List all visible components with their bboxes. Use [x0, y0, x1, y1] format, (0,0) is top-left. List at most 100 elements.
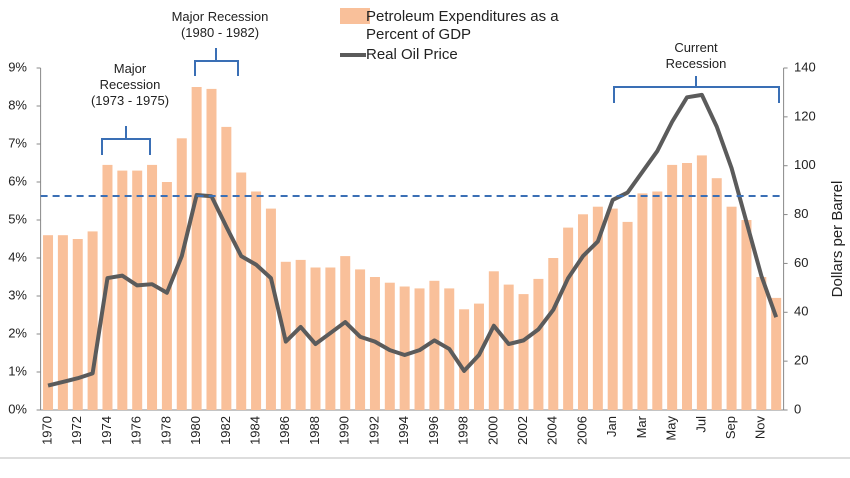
- bar: [667, 164, 678, 410]
- bar: [132, 170, 143, 410]
- x-tick-label: 1998: [456, 416, 471, 445]
- y-tick-label: 5%: [8, 211, 27, 226]
- x-tick-label: 1976: [129, 416, 144, 445]
- bracket: [194, 48, 239, 76]
- x-tick-label: 2004: [545, 416, 560, 445]
- bar: [696, 155, 707, 410]
- y2-tick-label: 60: [794, 255, 808, 270]
- bar: [711, 178, 722, 410]
- bar: [295, 259, 306, 410]
- bar: [72, 239, 83, 410]
- y-tick-label: 7%: [8, 135, 27, 150]
- y-tick-label: 6%: [8, 173, 27, 188]
- y-tick-label: 4%: [8, 249, 27, 264]
- bracket: [101, 126, 151, 155]
- x-tick-label: Sep: [723, 416, 738, 439]
- y2-tick-label: 120: [794, 108, 816, 123]
- x-tick-label: 1990: [337, 416, 352, 445]
- bar: [221, 126, 232, 411]
- brackets: [101, 48, 780, 155]
- y-tick-label: 8%: [8, 97, 27, 112]
- legend-label: Petroleum Expenditures as a Percent of G…: [366, 8, 559, 43]
- bar: [236, 172, 247, 410]
- x-tick-label: 1970: [39, 416, 54, 445]
- bar: [563, 227, 574, 410]
- legend-label: Real Oil Price: [366, 46, 458, 63]
- annotation: Major Recession (1980 - 1982): [171, 9, 269, 40]
- bar: [726, 206, 737, 410]
- bar: [310, 267, 321, 410]
- y-tick-label: 9%: [8, 59, 27, 74]
- bar: [384, 282, 395, 410]
- bar: [399, 286, 410, 410]
- bar: [577, 214, 588, 410]
- x-tick-label: 1986: [277, 416, 292, 445]
- bar: [57, 235, 68, 410]
- y-tick-label: 0%: [8, 401, 27, 416]
- bar: [459, 309, 470, 410]
- bar: [533, 278, 544, 410]
- bar: [161, 182, 172, 410]
- y2-tick-label: 100: [794, 157, 816, 172]
- bar: [771, 297, 782, 410]
- legend-swatch: [340, 8, 370, 24]
- x-tick-label: 1974: [99, 416, 114, 445]
- bar: [429, 280, 440, 410]
- x-tick-label: 2000: [485, 416, 500, 445]
- x-tick-label: 1972: [69, 416, 84, 445]
- bar: [43, 235, 54, 410]
- bar: [206, 88, 217, 411]
- x-tick-label: 1988: [307, 416, 322, 445]
- y-tick-label: 2%: [8, 325, 27, 340]
- bar: [147, 164, 158, 410]
- x-tick-label: 1978: [158, 416, 173, 445]
- bar: [637, 193, 648, 410]
- bar: [176, 138, 187, 411]
- x-tick-label: May: [664, 416, 679, 441]
- bar: [518, 294, 529, 410]
- y-tick-label: 3%: [8, 287, 27, 302]
- x-tick-label: Jan: [604, 416, 619, 437]
- x-tick-label: 1992: [366, 416, 381, 445]
- x-tick-label: 1980: [188, 416, 203, 445]
- annotation: Current Recession: [665, 40, 727, 71]
- y2-tick-label: 0: [794, 401, 801, 416]
- x-tick-label: 2002: [515, 416, 530, 445]
- bar: [756, 277, 767, 410]
- bracket: [613, 76, 780, 103]
- bar: [548, 258, 559, 410]
- bar: [251, 191, 262, 410]
- bar: [503, 284, 514, 410]
- x-tick-label: 1984: [248, 416, 263, 445]
- bar: [622, 221, 633, 410]
- y2-tick-label: 80: [794, 206, 808, 221]
- bar: [265, 208, 276, 410]
- bar: [325, 267, 336, 410]
- bar: [87, 231, 98, 410]
- bar: [741, 220, 752, 410]
- y2-tick-label: 140: [794, 59, 816, 74]
- x-tick-label: Nov: [753, 416, 768, 440]
- x-tick-label: 1994: [396, 416, 411, 445]
- bar: [652, 191, 663, 410]
- annotation: Major Recession (1973 - 1975): [90, 61, 170, 108]
- x-tick-label: 1996: [426, 416, 441, 445]
- bar: [191, 87, 202, 410]
- x-tick-label: Mar: [634, 415, 649, 438]
- bar: [340, 256, 351, 410]
- y2-tick-label: 40: [794, 304, 808, 319]
- line: [47, 92, 779, 388]
- bar: [355, 269, 366, 410]
- bar: [607, 208, 618, 410]
- bar: [592, 206, 603, 410]
- bar: [682, 163, 693, 410]
- bar: [488, 271, 499, 410]
- y2-tick-label: 20: [794, 353, 808, 368]
- legend-swatch: [340, 53, 366, 57]
- x-tick-label: 1982: [218, 416, 233, 445]
- y-tick-label: 1%: [8, 363, 27, 378]
- y2-axis-label: Dollars per Barrel: [829, 181, 846, 298]
- x-tick-label: 2006: [574, 416, 589, 445]
